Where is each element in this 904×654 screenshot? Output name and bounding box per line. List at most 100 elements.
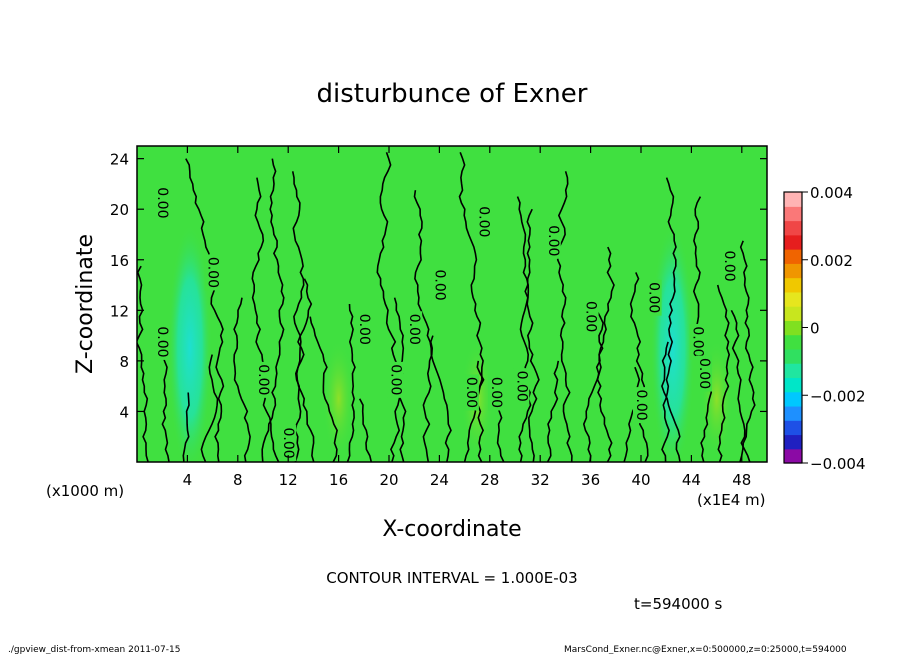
contour-label: 0.00 — [154, 187, 170, 218]
y-tick-label: 4 — [119, 403, 129, 421]
contour-label: 0.00 — [633, 390, 649, 421]
x-axis-title: X-coordinate — [382, 517, 521, 542]
x-tick-label: 24 — [430, 471, 449, 489]
contour-line — [730, 309, 751, 462]
field-minimum-1 — [650, 223, 695, 462]
contour-line — [161, 354, 170, 462]
field-maximum-0 — [322, 338, 355, 459]
contour-label: 0.00 — [205, 257, 221, 288]
contour-line — [661, 341, 681, 462]
colorbar-segment — [784, 306, 802, 321]
colorbar-segment — [784, 363, 802, 379]
contour-label-bg — [154, 184, 171, 221]
contour-line — [518, 208, 533, 462]
colorbar-tick-label: 0.002 — [810, 252, 853, 270]
contour-line — [185, 158, 225, 462]
contour-label: 0.00 — [476, 206, 492, 237]
y-tick-label: 16 — [110, 252, 129, 270]
x-tick-label: 4 — [183, 471, 193, 489]
colorbar-tick-label: 0.004 — [810, 184, 853, 202]
contour-line — [582, 303, 604, 462]
x-unit-label: (x1E4 m) — [697, 491, 766, 509]
y-tick-label: 8 — [119, 353, 129, 371]
x-tick-label: 12 — [279, 471, 298, 489]
y-unit-label: (x1000 m) — [46, 482, 124, 500]
contour-lines — [137, 152, 756, 462]
colorbar-segment — [784, 391, 802, 407]
contour-line — [376, 152, 407, 462]
colorbar-segment — [784, 263, 802, 279]
colorbar-segment — [784, 220, 802, 236]
contour-line — [595, 246, 615, 462]
colorbar-segment — [784, 206, 802, 222]
contour-line — [346, 303, 356, 462]
x-tick-label: 28 — [480, 471, 499, 489]
contour-label: 0.00 — [280, 427, 296, 458]
contour-line — [233, 297, 251, 462]
contour-label: 0.00 — [255, 364, 271, 395]
colorbar-segment — [784, 434, 802, 450]
contour-label: 0.00 — [406, 314, 422, 345]
colorbar-segment — [784, 420, 802, 436]
contour-label-bg — [280, 425, 297, 462]
contour-interval-text: CONTOUR INTERVAL = 1.000E-03 — [326, 569, 577, 587]
x-tick-label: 36 — [581, 471, 600, 489]
contour-label-bg — [406, 311, 423, 348]
contour-line — [629, 272, 649, 462]
contour-label-bg — [544, 222, 561, 259]
contour-line — [358, 398, 373, 462]
contour-label-bg — [488, 374, 505, 411]
y-axis-ticks: 4 8 12 16 20 24 — [110, 151, 767, 421]
contour-line — [556, 171, 573, 462]
contour-label-bg — [689, 323, 706, 360]
contour-label-bg — [204, 254, 221, 291]
contour-label: 0.00 — [696, 358, 712, 389]
plot-frame — [136, 145, 768, 463]
contour-label-bg — [462, 374, 479, 411]
contour-label: 0.00 — [356, 314, 372, 345]
y-tick-label: 20 — [110, 201, 129, 219]
contour-line — [739, 240, 756, 462]
colorbar — [784, 192, 802, 464]
footer-right-text: MarsCond_Exner.nc@Exner,x=0:500000,z=0:2… — [564, 645, 847, 654]
contour-label-bg — [255, 361, 271, 398]
contour-label: 0.00 — [690, 326, 706, 357]
contour-label: 0.00 — [463, 377, 479, 408]
colorbar-segment — [784, 277, 802, 293]
contour-label-bg — [696, 355, 712, 392]
x-tick-label: 20 — [379, 471, 398, 489]
contour-label: 0.00 — [488, 377, 504, 408]
contour-line — [716, 284, 731, 462]
contour-line — [546, 360, 560, 462]
colorbar-tick-label: 0 — [810, 320, 820, 338]
contour-line — [309, 316, 338, 462]
colorbar-segment — [784, 249, 802, 264]
field-minimum-0 — [167, 223, 212, 462]
colorbar-segment — [784, 234, 802, 250]
contour-line — [291, 171, 305, 462]
y-axis-title: Z-coordinate — [73, 234, 98, 374]
contour-label-bg — [645, 279, 662, 316]
contour-label-bg — [475, 203, 492, 240]
x-tick-label: 16 — [329, 471, 348, 489]
contour-label: 0.00 — [545, 225, 561, 256]
contour-label: 0.00 — [387, 364, 403, 395]
colorbar-tick-label: −0.004 — [810, 455, 866, 473]
contour-label-bg — [431, 267, 448, 304]
contour-label: 0.00 — [646, 282, 662, 313]
colorbar-ticks: 0.004 0.002 0 −0.002 −0.004 — [802, 184, 866, 473]
contour-line — [413, 190, 452, 462]
contour-line — [623, 366, 641, 462]
contour-label: 0.00 — [513, 371, 529, 402]
colorbar-segment — [784, 291, 802, 307]
chart-title: disturbunce of Exner — [317, 79, 588, 109]
x-axis-ticks: 4 8 12 16 20 24 28 32 36 40 44 48 — [183, 146, 751, 489]
contour-label-bg — [154, 323, 171, 360]
contour-label: 0.00 — [431, 269, 447, 300]
contour-line — [516, 196, 540, 462]
x-tick-label: 48 — [732, 471, 751, 489]
colorbar-segment — [784, 334, 802, 350]
contour-label: 0.00 — [154, 326, 170, 357]
colorbar-segment — [784, 192, 802, 207]
